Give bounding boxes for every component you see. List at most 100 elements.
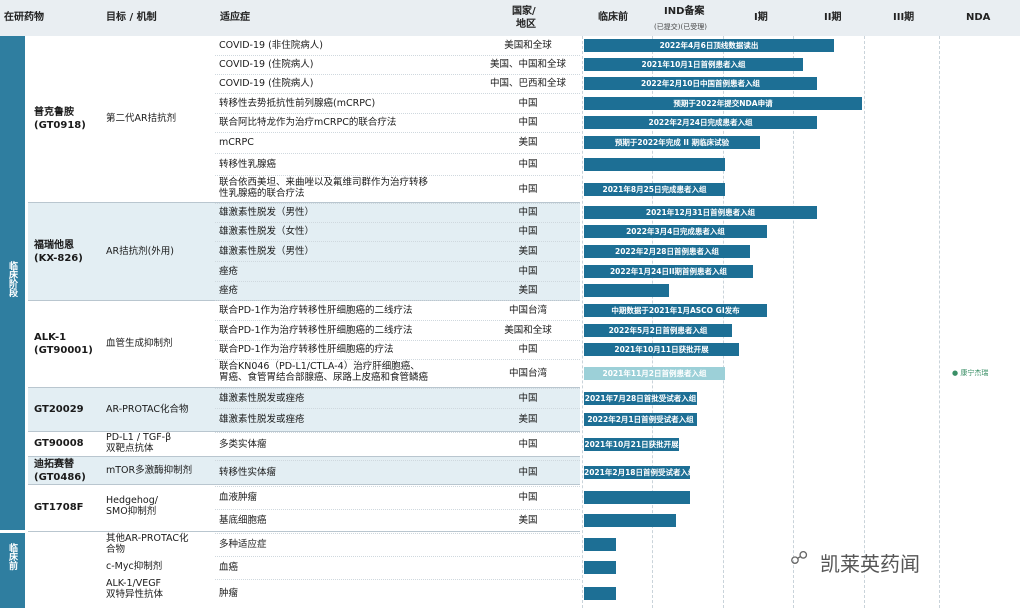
row-divider xyxy=(215,300,580,301)
pre-drug-1-mech: 其他AR-PROTAC化 合物 xyxy=(106,533,189,555)
band-gt0486 xyxy=(28,457,580,484)
sep xyxy=(28,531,580,532)
band-kx826 xyxy=(28,203,580,300)
country-cell: 中国 xyxy=(518,183,538,195)
drug-gt20029-mech: AR-PROTAC化合物 xyxy=(106,404,189,415)
progress-bar: 2021年10月1日首例患者入组 xyxy=(584,58,803,71)
preclinical-section-label: 临床前 xyxy=(7,543,17,570)
sep xyxy=(28,456,580,457)
indication-cell: COVID-19 (住院病人) xyxy=(219,78,314,89)
drug-gt0486-name: 迪拓赛替 (GT0486) xyxy=(34,459,86,483)
indication-cell: 雄激素性脱发（女性） xyxy=(219,226,315,237)
progress-bar: 2021年10月11日获批开展 xyxy=(584,343,739,356)
country-cell: 中国 xyxy=(518,158,538,170)
country-cell: 中国 xyxy=(518,466,538,478)
country-cell: 美国 xyxy=(518,414,538,425)
progress-bar: 2022年5月2日首例患者入组 xyxy=(584,323,732,337)
progress-bar: 2021年7月28日首批受试者入组 xyxy=(584,391,697,405)
row-divider xyxy=(215,175,580,176)
progress-bar xyxy=(584,157,725,171)
indication-cell: 转移性乳腺癌 xyxy=(219,158,277,170)
drug-gt90001-mech: 血管生成抑制剂 xyxy=(106,338,173,349)
drug-gt90001-name: ALK-1 (GT90001) xyxy=(34,332,93,356)
header-country-2: 地区 xyxy=(516,19,536,30)
indication-cell: 雄激素性脱发（男性） xyxy=(219,207,315,218)
pre-drug-2-mech: c-Myc抑制剂 xyxy=(106,561,163,572)
grid-ind xyxy=(652,36,653,608)
header-drug: 在研药物 xyxy=(4,12,44,23)
country-cell: 中国台湾 xyxy=(508,367,547,379)
row-divider xyxy=(215,533,580,534)
header-target: 目标 / 机制 xyxy=(106,12,157,23)
band-gt20029 xyxy=(28,388,580,431)
row-divider xyxy=(215,132,580,133)
indication-cell: 多类实体瘤 xyxy=(219,438,267,450)
country-cell: 中国 xyxy=(518,207,538,218)
drug-kx826-name: 福瑞他恩 (KX-826) xyxy=(34,240,83,264)
clinical-section-label: 临床阶段 xyxy=(7,261,17,297)
header-ind: IND备案 xyxy=(664,6,705,17)
progress-bar xyxy=(584,284,669,297)
kelun-logo: ● 康宁杰瑞 xyxy=(952,369,989,377)
progress-bar xyxy=(584,561,616,574)
row-divider xyxy=(215,486,580,487)
row-divider xyxy=(215,408,580,409)
indication-cell: 联合PD-1作为治疗转移性肝细胞癌的疗法 xyxy=(219,344,394,355)
row-divider xyxy=(215,509,580,510)
country-cell: 中国台湾 xyxy=(508,304,547,316)
indication-cell: mCRPC xyxy=(219,137,254,148)
drug-gt1708f-name: GT1708F xyxy=(34,502,84,513)
progress-bar xyxy=(584,513,676,527)
row-divider xyxy=(215,359,580,360)
country-cell: 中国 xyxy=(518,117,538,128)
watermark: 凯莱英药闻 xyxy=(820,552,920,576)
header-ind-sub: (已提交)(已受理) xyxy=(654,23,707,31)
indication-cell: 肿瘤 xyxy=(219,587,239,599)
drug-gt1708f-mech: Hedgehog/SMO抑制剂 xyxy=(106,495,158,517)
header-phase2: II期 xyxy=(824,12,842,23)
row-divider xyxy=(215,320,580,321)
row-divider xyxy=(215,388,580,389)
row-divider xyxy=(215,55,580,56)
indication-cell: 基底细胞癌 xyxy=(219,514,267,526)
indication-cell: 雄激素性脱发或痤疮 xyxy=(219,392,305,404)
progress-bar: 预期于2022年完成 II 期临床试验 xyxy=(584,136,760,149)
header-phase1: I期 xyxy=(754,12,768,23)
country-cell: 美国和全球 xyxy=(504,324,552,336)
country-cell: 中国 xyxy=(518,438,538,450)
indication-cell: 联合依西美坦、来曲唑以及氟维司群作为治疗转移 性乳腺癌的联合疗法 xyxy=(219,177,429,199)
country-cell: 美国 xyxy=(518,285,538,296)
row-divider xyxy=(215,222,580,223)
progress-bar: 2022年4月6日顶线数据读出 xyxy=(584,39,834,52)
country-cell: 中国 xyxy=(518,392,538,404)
sep xyxy=(28,484,580,485)
drug-gt20029-name: GT20029 xyxy=(34,404,84,415)
country-cell: 美国、中国和全球 xyxy=(489,59,566,70)
progress-bar: 2021年12月31日首例患者入组 xyxy=(584,206,817,219)
progress-bar: 预期于2022年提交NDA申请 xyxy=(584,96,862,110)
progress-bar: 2021年11月2日首例患者入组 xyxy=(584,366,725,380)
row-divider xyxy=(215,281,580,282)
drug-kx826-mech: AR拮抗剂(外用) xyxy=(106,246,175,257)
row-divider xyxy=(215,340,580,341)
row-divider xyxy=(215,556,580,557)
clinical-section-bar: 临床阶段 xyxy=(0,36,25,530)
row-divider xyxy=(215,113,580,114)
grid-phase3 xyxy=(864,36,865,608)
sep xyxy=(28,431,580,432)
progress-bar: 2022年1月24日II期首例患者入组 xyxy=(584,264,753,278)
header-nda: NDA xyxy=(966,12,991,23)
indication-cell: 雄激素性脱发（男性） xyxy=(219,245,315,257)
progress-bar xyxy=(584,538,616,551)
country-cell: 美国 xyxy=(518,514,538,526)
country-cell: 中国 xyxy=(518,265,538,277)
indication-cell: 转移性实体瘤 xyxy=(219,466,277,478)
row-divider xyxy=(215,74,580,75)
indication-cell: COVID-19 (住院病人) xyxy=(219,59,314,70)
progress-bar: 2022年2月28日首例患者入组 xyxy=(584,244,750,258)
grid-phase2 xyxy=(793,36,794,608)
header-phase3: III期 xyxy=(893,12,915,23)
progress-bar xyxy=(584,491,690,504)
indication-cell: COVID-19 (非住院病人) xyxy=(219,40,324,51)
row-divider xyxy=(215,460,580,461)
